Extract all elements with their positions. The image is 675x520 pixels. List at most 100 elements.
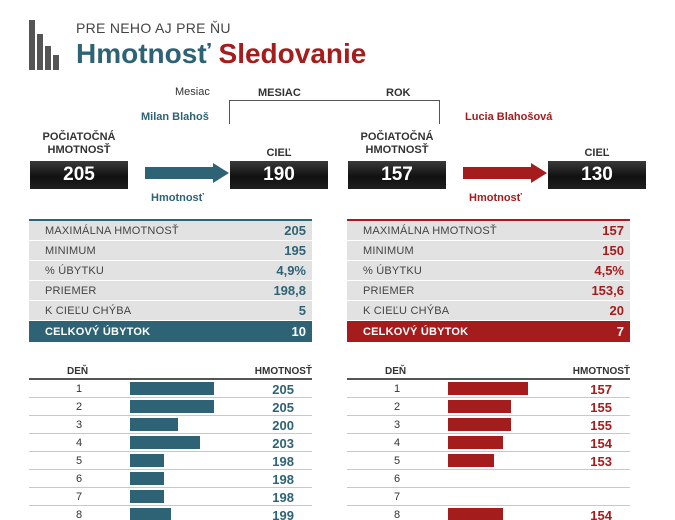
period-bracket [229,100,440,124]
weight-bar [130,508,171,520]
title-part-weight: Hmotnosť [76,38,211,69]
period-option-month[interactable]: MESIAC [258,87,301,99]
table-row[interactable]: 3 200 [29,416,312,434]
stat-row: PRIEMER 153,6 [347,281,630,301]
weight-bar [130,436,200,449]
left-arrow-label: Hmotnosť [151,192,204,204]
day-weight-value: 198 [272,454,294,469]
left-arrow-icon [145,163,229,183]
weight-bar [130,418,178,431]
weight-bar [130,490,164,503]
day-weight-value: 157 [590,382,612,397]
column-header-weight: HMOTNOSŤ [572,366,630,377]
table-row[interactable]: 8 199 [29,506,312,520]
table-row[interactable]: 2 205 [29,398,312,416]
weight-bar [130,400,214,413]
day-number: 7 [393,491,401,503]
weight-bar [448,382,528,395]
total-loss-row: CELKOVÝ ÚBYTOK 10 [29,321,312,343]
right-arrow-icon [463,163,547,183]
table-row[interactable]: 7 198 [29,488,312,506]
stat-row: MAXIMÁLNA HMOTNOSŤ 157 [347,221,630,241]
left-daily-weight-table: DEŇ HMOTNOSŤ 1 205 2 205 3 200 4 203 5 198 6 198 7 19… [29,366,312,520]
day-number: 3 [75,419,83,431]
day-number: 1 [393,383,401,395]
stat-row: K CIEĽU CHÝBA 20 [347,301,630,321]
day-weight-value: 198 [272,490,294,505]
day-number: 5 [75,455,83,467]
right-stats-table: MAXIMÁLNA HMOTNOSŤ 157 MINIMUM 150 % ÚBYTK… [347,219,630,343]
day-weight-value: 155 [590,418,612,433]
table-row[interactable]: 4 203 [29,434,312,452]
table-row[interactable]: 3 155 [347,416,630,434]
table-row[interactable]: 2 155 [347,398,630,416]
day-number: 2 [75,401,83,413]
day-number: 3 [393,419,401,431]
table-row[interactable]: 5 198 [29,452,312,470]
day-number: 4 [75,437,83,449]
weight-bar [448,418,511,431]
left-person-name[interactable]: Milan Blahoš [141,111,209,123]
weight-bar [130,454,164,467]
day-number: 1 [75,383,83,395]
stat-row: MAXIMÁLNA HMOTNOSŤ 205 [29,221,312,241]
table-row[interactable]: 6 [347,470,630,488]
day-number: 8 [393,509,401,520]
table-row[interactable]: 4 154 [347,434,630,452]
day-weight-value: 203 [272,436,294,451]
page-subtitle: PRE NEHO AJ PRE ŇU [76,20,231,36]
bar-chart-logo-icon [29,20,59,70]
day-number: 7 [75,491,83,503]
table-header: DEŇ HMOTNOSŤ [347,366,630,380]
stat-row: MINIMUM 150 [347,241,630,261]
right-daily-weight-table: DEŇ HMOTNOSŤ 1 157 2 155 3 155 4 154 5 153 6 7 8 154 [347,366,630,520]
table-row[interactable]: 1 157 [347,380,630,398]
day-number: 5 [393,455,401,467]
left-stats-table: MAXIMÁLNA HMOTNOSŤ 205 MINIMUM 195 % ÚBYTK… [29,219,312,343]
stat-row: % ÚBYTKU 4,9% [29,261,312,281]
stat-row: % ÚBYTKU 4,5% [347,261,630,281]
stat-row: PRIEMER 198,8 [29,281,312,301]
table-row[interactable]: 5 153 [347,452,630,470]
day-number: 6 [393,473,401,485]
stat-row: K CIEĽU CHÝBA 5 [29,301,312,321]
left-start-weight-value[interactable]: 205 [30,161,128,189]
column-header-day: DEŇ [67,366,89,377]
day-weight-value: 199 [272,508,294,520]
weight-bar [448,508,503,520]
page-title: Hmotnosť Sledovanie [76,38,366,70]
day-weight-value: 205 [272,382,294,397]
right-start-weight-value[interactable]: 157 [348,161,446,189]
left-goal-value[interactable]: 190 [230,161,328,189]
left-goal-label: CIEĽ [266,147,292,159]
day-weight-value: 205 [272,400,294,415]
day-weight-value: 154 [590,436,612,451]
right-goal-value[interactable]: 130 [548,161,646,189]
right-start-weight-label: POČIATOČNÁ HMOTNOSŤ [360,131,434,156]
day-number: 4 [393,437,401,449]
weight-bar [130,472,164,485]
right-goal-label: CIEĽ [584,147,610,159]
table-row[interactable]: 8 154 [347,506,630,520]
table-row[interactable]: 6 198 [29,470,312,488]
day-weight-value: 153 [590,454,612,469]
period-selected-label: Mesiac [175,86,210,98]
table-row[interactable]: 1 205 [29,380,312,398]
title-part-tracking: Sledovanie [218,38,367,69]
right-person-name[interactable]: Lucia Blahošová [465,111,553,123]
period-option-year[interactable]: ROK [386,87,411,99]
table-row[interactable]: 7 [347,488,630,506]
day-weight-value: 155 [590,400,612,415]
total-loss-row: CELKOVÝ ÚBYTOK 7 [347,321,630,343]
right-arrow-label: Hmotnosť [469,192,522,204]
day-number: 2 [393,401,401,413]
weight-bar [448,436,503,449]
column-header-day: DEŇ [385,366,407,377]
day-weight-value: 198 [272,472,294,487]
day-number: 6 [75,473,83,485]
weight-bar [130,382,214,395]
stat-row: MINIMUM 195 [29,241,312,261]
day-number: 8 [75,509,83,520]
day-weight-value: 200 [272,418,294,433]
left-start-weight-label: POČIATOČNÁ HMOTNOSŤ [42,131,116,156]
